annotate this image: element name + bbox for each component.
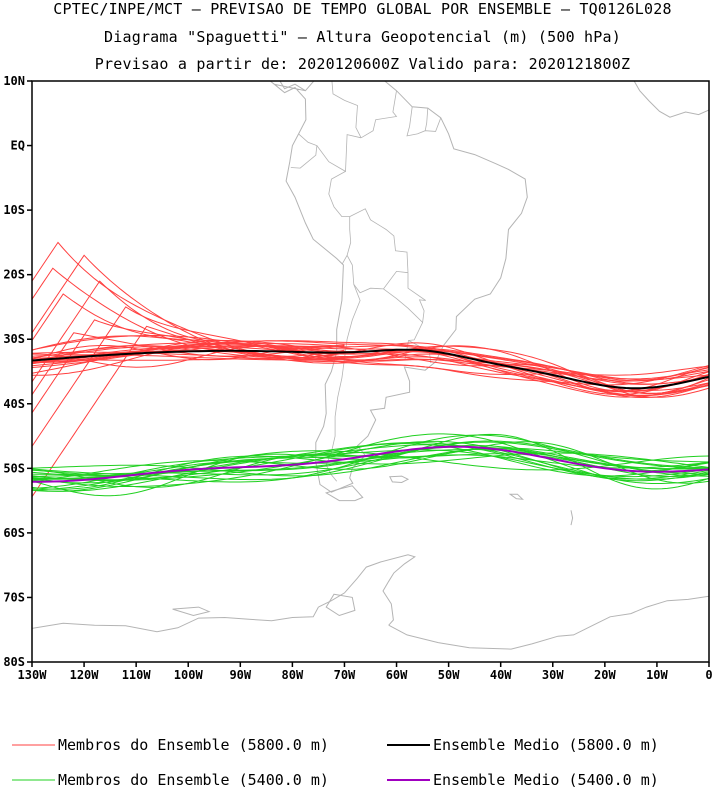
lon-tick-label: 80W <box>282 668 304 682</box>
legend-label-mean-5400: Ensemble Medio (5400.0 m) <box>433 771 659 789</box>
country-border <box>360 90 398 139</box>
map-area <box>32 81 709 650</box>
south-america-coast <box>273 81 528 493</box>
antarctica-coast-west <box>32 606 319 633</box>
south-sandwich-islands <box>570 510 574 526</box>
latitude-axis: 10N EQ 10S 20S 30S 40S 50S 60S 70S 80S <box>3 74 32 669</box>
lat-tick-label: 10N <box>3 74 25 88</box>
member-5800-trough <box>32 267 345 353</box>
member-5800-line <box>32 342 709 392</box>
west-africa-coast <box>633 81 709 118</box>
lon-tick-label: 60W <box>386 668 408 682</box>
legend-label-mean-5800: Ensemble Medio (5800.0 m) <box>433 736 659 754</box>
ensemble-mean-5800-line <box>32 348 709 390</box>
lat-tick-label: 60S <box>3 526 25 540</box>
lat-tick-label: 70S <box>3 590 25 604</box>
lat-tick-label: 10S <box>3 203 25 217</box>
lon-tick-label: 70W <box>334 668 356 682</box>
country-border <box>316 134 362 173</box>
lat-tick-label: 30S <box>3 332 25 346</box>
central-america-coast <box>269 81 275 85</box>
country-border <box>383 272 426 324</box>
lon-tick-label: 20W <box>594 668 616 682</box>
member-5800-trough <box>32 280 345 383</box>
alexander-island <box>325 593 356 617</box>
country-border <box>406 106 418 137</box>
member-5800-trough <box>32 254 345 357</box>
legend: Membros do Ensemble (5800.0 m) Ensemble … <box>12 736 659 789</box>
member-5800-line <box>32 349 709 382</box>
member-5400-line <box>32 449 709 489</box>
lat-tick-label: 50S <box>3 461 25 475</box>
longitude-axis: 130W 120W 110W 100W 90W 80W 70W 60W 50W 40W 30W 20W… <box>18 662 713 682</box>
title-line-2: Diagrama "Spaguetti" – Altura Geopotenci… <box>104 28 621 46</box>
lon-tick-label: 30W <box>542 668 564 682</box>
lon-tick-label: 0 <box>705 668 712 682</box>
ensemble-mean-5400-line <box>32 445 709 483</box>
lon-tick-label: 130W <box>18 668 48 682</box>
country-border <box>346 255 409 294</box>
member-5400-line <box>32 442 709 492</box>
contour-curves <box>32 241 709 497</box>
lon-tick-label: 10W <box>646 668 668 682</box>
title-line-1: CPTEC/INPE/MCT – PREVISAO DE TEMPO GLOBA… <box>53 0 672 18</box>
falkland-islands <box>389 475 410 484</box>
lon-tick-label: 90W <box>229 668 251 682</box>
south-georgia <box>508 493 524 500</box>
member-5800-trough <box>32 306 345 447</box>
member-5800-line <box>32 345 709 392</box>
legend-label-members-5400: Membros do Ensemble (5400.0 m) <box>58 771 329 789</box>
member-5800-line <box>32 342 709 395</box>
lon-tick-label: 40W <box>490 668 512 682</box>
country-border <box>328 171 352 264</box>
lon-tick-label: 100W <box>174 668 204 682</box>
antarctica-coast-east <box>388 595 709 650</box>
country-border <box>331 81 362 138</box>
country-border <box>424 108 429 131</box>
caribbean-coast <box>279 81 306 92</box>
member-5800-trough <box>32 325 345 497</box>
country-border <box>290 133 318 169</box>
country-border <box>417 117 442 135</box>
antarctic-peninsula <box>318 554 416 626</box>
lon-tick-label: 110W <box>122 668 152 682</box>
member-5800-line <box>32 342 709 376</box>
tierra-del-fuego <box>324 485 364 502</box>
thurston-island <box>172 606 211 617</box>
lat-tick-label: 80S <box>3 655 25 669</box>
lon-tick-label: 50W <box>438 668 460 682</box>
lat-tick-label: 40S <box>3 397 25 411</box>
coastlines <box>32 81 709 650</box>
map-frame <box>31 80 710 663</box>
title-line-3: Previsao a partir de: 2020120600Z Valido… <box>94 55 631 73</box>
lon-tick-label: 120W <box>70 668 100 682</box>
legend-label-members-5800: Membros do Ensemble (5800.0 m) <box>58 736 329 754</box>
lat-tick-label: 20S <box>3 268 25 282</box>
lat-tick-label: EQ <box>11 139 25 153</box>
member-5400-line <box>32 452 709 490</box>
country-border <box>349 208 409 273</box>
